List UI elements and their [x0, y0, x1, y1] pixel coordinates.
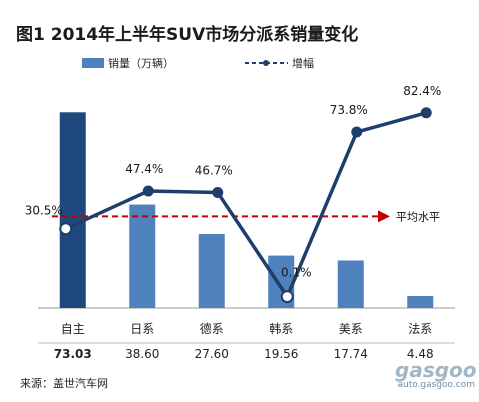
bar-4 — [337, 260, 364, 308]
sales-value-2: 27.60 — [195, 347, 229, 361]
category-label-5: 法系 — [408, 322, 432, 336]
legend-line-label: 增幅 — [292, 57, 314, 70]
sales-value-5: 4.48 — [407, 347, 434, 361]
growth-label-5: 82.4% — [403, 84, 441, 98]
growth-line — [65, 111, 427, 299]
sales-value-1: 38.60 — [125, 347, 159, 361]
sales-value-0: 73.03 — [54, 347, 92, 361]
growth-label-2: 46.7% — [195, 164, 233, 178]
growth-label-1: 47.4% — [125, 162, 163, 176]
growth-point-2 — [212, 187, 224, 199]
growth-point-5 — [420, 107, 432, 119]
growth-label-4: 73.8% — [330, 103, 368, 117]
category-label-2: 德系 — [200, 321, 224, 336]
growth-point-1 — [142, 185, 154, 197]
category-label-0: 自主 — [61, 322, 85, 336]
legend-bar-label: 销量（万辆） — [108, 57, 174, 70]
category-label-4: 美系 — [339, 322, 363, 336]
gasgoo-watermark: gasgoo auto.gasgoo.com — [395, 358, 477, 400]
growth-point-3 — [280, 290, 294, 304]
growth-label-0: 30.5% — [25, 204, 63, 218]
bar-5 — [407, 295, 434, 308]
chart-title: 图1 2014年上半年SUV市场分派系销量变化 — [16, 25, 359, 45]
category-label-1: 日系 — [130, 322, 154, 336]
watermark-url: auto.gasgoo.com — [397, 380, 475, 390]
watermark-brand: gasgoo — [395, 358, 477, 382]
bar-2 — [198, 234, 225, 308]
sales-value-3: 19.56 — [264, 347, 298, 361]
source-note: 来源：盖世汽车网 — [20, 377, 108, 390]
growth-point-4 — [351, 126, 363, 138]
bar-1 — [129, 204, 156, 308]
bar-0 — [59, 112, 86, 308]
average-line-label: 平均水平 — [396, 210, 440, 223]
legend-bar-swatch — [82, 58, 104, 68]
category-label-3: 韩系 — [269, 321, 293, 336]
sales-value-4: 17.74 — [334, 347, 368, 361]
average-line-arrow — [378, 210, 390, 223]
growth-point-0 — [59, 222, 73, 236]
legend-line-swatch — [245, 60, 288, 66]
growth-label-3: 0.1% — [281, 266, 312, 280]
